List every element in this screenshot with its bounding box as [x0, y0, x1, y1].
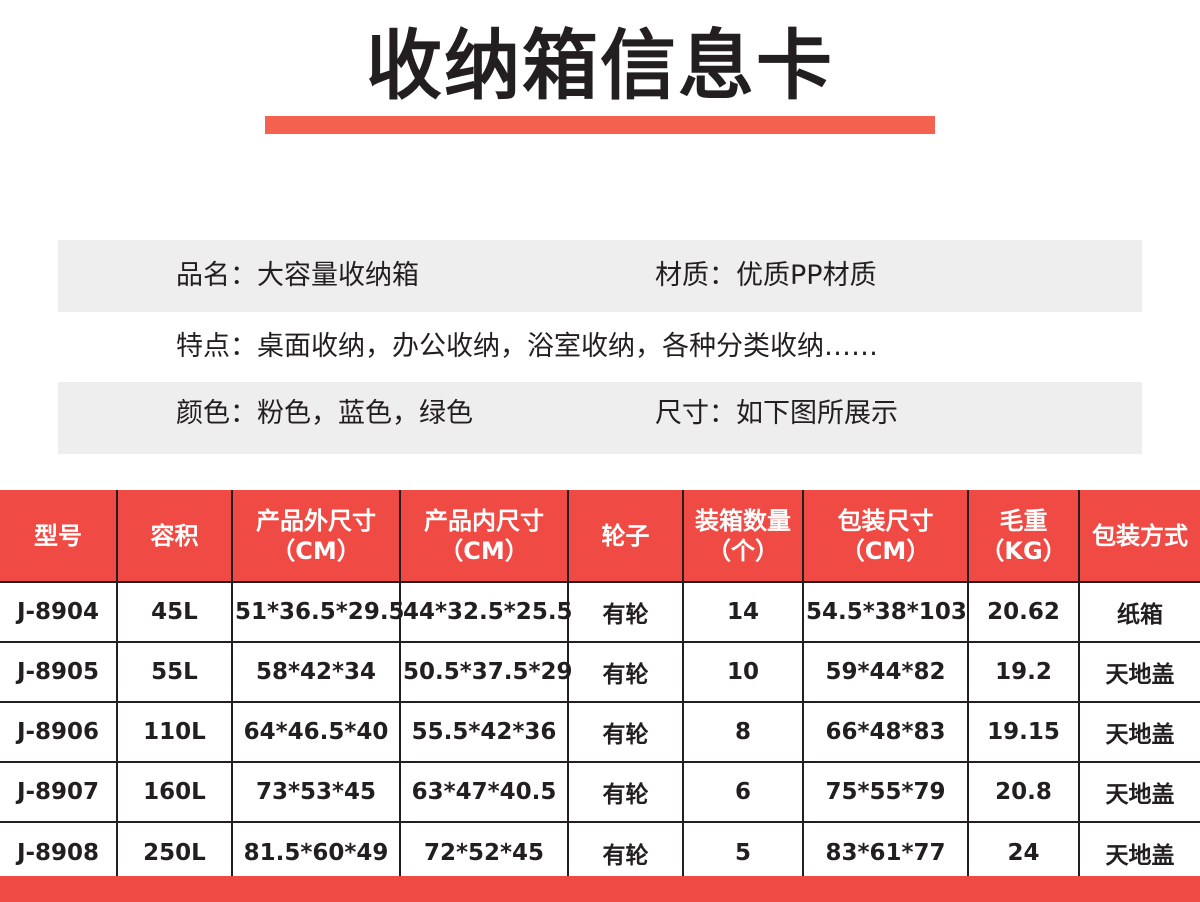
- title-underline-bar: [265, 116, 935, 134]
- table-row: J-8905 55L 58*42*34 50.5*37.5*29 有轮 10 5…: [0, 641, 1200, 703]
- info-features: 特点：桌面收纳，办公收纳，浴室收纳，各种分类收纳……: [176, 331, 878, 362]
- page-title: 收纳箱信息卡: [366, 21, 834, 110]
- cell-model: J-8905: [0, 641, 118, 703]
- col-header-gross-weight-unit: （KG）: [980, 536, 1067, 565]
- info-colors: 颜色：粉色，蓝色，绿色: [176, 398, 473, 429]
- cell-volume: 45L: [116, 581, 233, 643]
- col-header-outer-size-text: 产品外尺寸: [256, 506, 376, 535]
- cell-wheels: 有轮: [567, 761, 684, 823]
- cell-outer-size: 58*42*34: [231, 641, 401, 703]
- table-header-row: 型号 容积 产品外尺寸 （CM） 产品内尺寸 （CM） 轮子: [0, 490, 1200, 583]
- cell-qty: 10: [682, 641, 804, 703]
- title-block: 收纳箱信息卡: [0, 18, 1200, 114]
- cell-qty: 14: [682, 581, 804, 643]
- cell-pack-size: 75*55*79: [802, 761, 969, 823]
- col-header-gross-weight: 毛重 （KG）: [967, 490, 1080, 583]
- cell-model: J-8908: [0, 821, 118, 882]
- col-header-pack-size: 包装尺寸 （CM）: [802, 490, 969, 583]
- spec-table: 型号 容积 产品外尺寸 （CM） 产品内尺寸 （CM） 轮子: [0, 490, 1200, 882]
- col-header-inner-size-unit: （CM）: [439, 536, 529, 565]
- info-material: 材质：优质PP材质: [655, 260, 877, 291]
- cell-inner-size: 63*47*40.5: [399, 761, 569, 823]
- cell-wheels: 有轮: [567, 821, 684, 882]
- info-row-3: 颜色：粉色，蓝色，绿色 尺寸：如下图所展示: [0, 382, 1200, 454]
- col-header-wheels-text: 轮子: [601, 521, 650, 550]
- cell-inner-size: 72*52*45: [399, 821, 569, 882]
- cell-qty: 8: [682, 701, 804, 763]
- bottom-accent-bar: [0, 876, 1200, 902]
- spec-table-wrapper: 型号 容积 产品外尺寸 （CM） 产品内尺寸 （CM） 轮子: [0, 490, 1200, 882]
- cell-volume: 110L: [116, 701, 233, 763]
- cell-pack-type: 天地盖: [1078, 641, 1200, 703]
- cell-gross-weight: 24: [967, 821, 1080, 882]
- cell-outer-size: 64*46.5*40: [231, 701, 401, 763]
- cell-model: J-8904: [0, 581, 118, 643]
- cell-model: J-8907: [0, 761, 118, 823]
- cell-pack-size: 83*61*77: [802, 821, 969, 882]
- info-block: 品名：大容量收纳箱 材质：优质PP材质 特点：桌面收纳，办公收纳，浴室收纳，各种…: [0, 240, 1200, 454]
- cell-pack-type: 纸箱: [1078, 581, 1200, 643]
- col-header-pack-size-unit: （CM）: [840, 536, 931, 565]
- col-header-wheels: 轮子: [567, 490, 684, 583]
- col-header-model: 型号: [0, 490, 118, 583]
- cell-qty: 6: [682, 761, 804, 823]
- info-product-name: 品名：大容量收纳箱: [176, 260, 419, 291]
- cell-pack-type: 天地盖: [1078, 821, 1200, 882]
- cell-pack-type: 天地盖: [1078, 701, 1200, 763]
- col-header-qty: 装箱数量 （个）: [682, 490, 804, 583]
- col-header-qty-unit: （个）: [707, 536, 779, 565]
- cell-volume: 250L: [116, 821, 233, 882]
- col-header-pack-type-text: 包装方式: [1092, 521, 1188, 550]
- cell-outer-size: 81.5*60*49: [231, 821, 401, 882]
- spec-table-head: 型号 容积 产品外尺寸 （CM） 产品内尺寸 （CM） 轮子: [0, 490, 1200, 583]
- cell-gross-weight: 20.8: [967, 761, 1080, 823]
- table-row: J-8904 45L 51*36.5*29.5 44*32.5*25.5 有轮 …: [0, 581, 1200, 643]
- cell-wheels: 有轮: [567, 581, 684, 643]
- info-row-1: 品名：大容量收纳箱 材质：优质PP材质: [0, 240, 1200, 312]
- cell-gross-weight: 19.15: [967, 701, 1080, 763]
- cell-volume: 55L: [116, 641, 233, 703]
- cell-wheels: 有轮: [567, 701, 684, 763]
- table-row: J-8907 160L 73*53*45 63*47*40.5 有轮 6 75*…: [0, 761, 1200, 823]
- col-header-pack-size-text: 包装尺寸: [837, 506, 934, 535]
- cell-wheels: 有轮: [567, 641, 684, 703]
- col-header-qty-text: 装箱数量: [695, 506, 791, 535]
- cell-gross-weight: 20.62: [967, 581, 1080, 643]
- info-size: 尺寸：如下图所展示: [655, 398, 898, 429]
- spec-table-body: J-8904 45L 51*36.5*29.5 44*32.5*25.5 有轮 …: [0, 581, 1200, 882]
- table-row: J-8906 110L 64*46.5*40 55.5*42*36 有轮 8 6…: [0, 701, 1200, 763]
- cell-inner-size: 50.5*37.5*29: [399, 641, 573, 703]
- cell-pack-size: 54.5*38*103: [802, 581, 969, 643]
- info-row-2: 特点：桌面收纳，办公收纳，浴室收纳，各种分类收纳……: [0, 312, 1200, 382]
- col-header-inner-size: 产品内尺寸 （CM）: [399, 490, 569, 583]
- col-header-outer-size: 产品外尺寸 （CM）: [231, 490, 401, 583]
- col-header-volume-text: 容积: [150, 521, 199, 550]
- table-row: J-8908 250L 81.5*60*49 72*52*45 有轮 5 83*…: [0, 821, 1200, 882]
- col-header-model-text: 型号: [34, 521, 82, 550]
- cell-qty: 5: [682, 821, 804, 882]
- col-header-inner-size-text: 产品内尺寸: [424, 506, 544, 535]
- cell-gross-weight: 19.2: [967, 641, 1080, 703]
- cell-model: J-8906: [0, 701, 118, 763]
- cell-outer-size: 51*36.5*29.5: [231, 581, 405, 643]
- cell-inner-size: 44*32.5*25.5: [399, 581, 573, 643]
- cell-pack-size: 66*48*83: [802, 701, 969, 763]
- cell-inner-size: 55.5*42*36: [399, 701, 569, 763]
- cell-volume: 160L: [116, 761, 233, 823]
- cell-pack-size: 59*44*82: [802, 641, 969, 703]
- cell-outer-size: 73*53*45: [231, 761, 401, 823]
- col-header-gross-weight-text: 毛重: [999, 506, 1048, 535]
- cell-pack-type: 天地盖: [1078, 761, 1200, 823]
- col-header-volume: 容积: [116, 490, 233, 583]
- col-header-outer-size-unit: （CM）: [271, 536, 361, 565]
- col-header-pack-type: 包装方式: [1078, 490, 1200, 583]
